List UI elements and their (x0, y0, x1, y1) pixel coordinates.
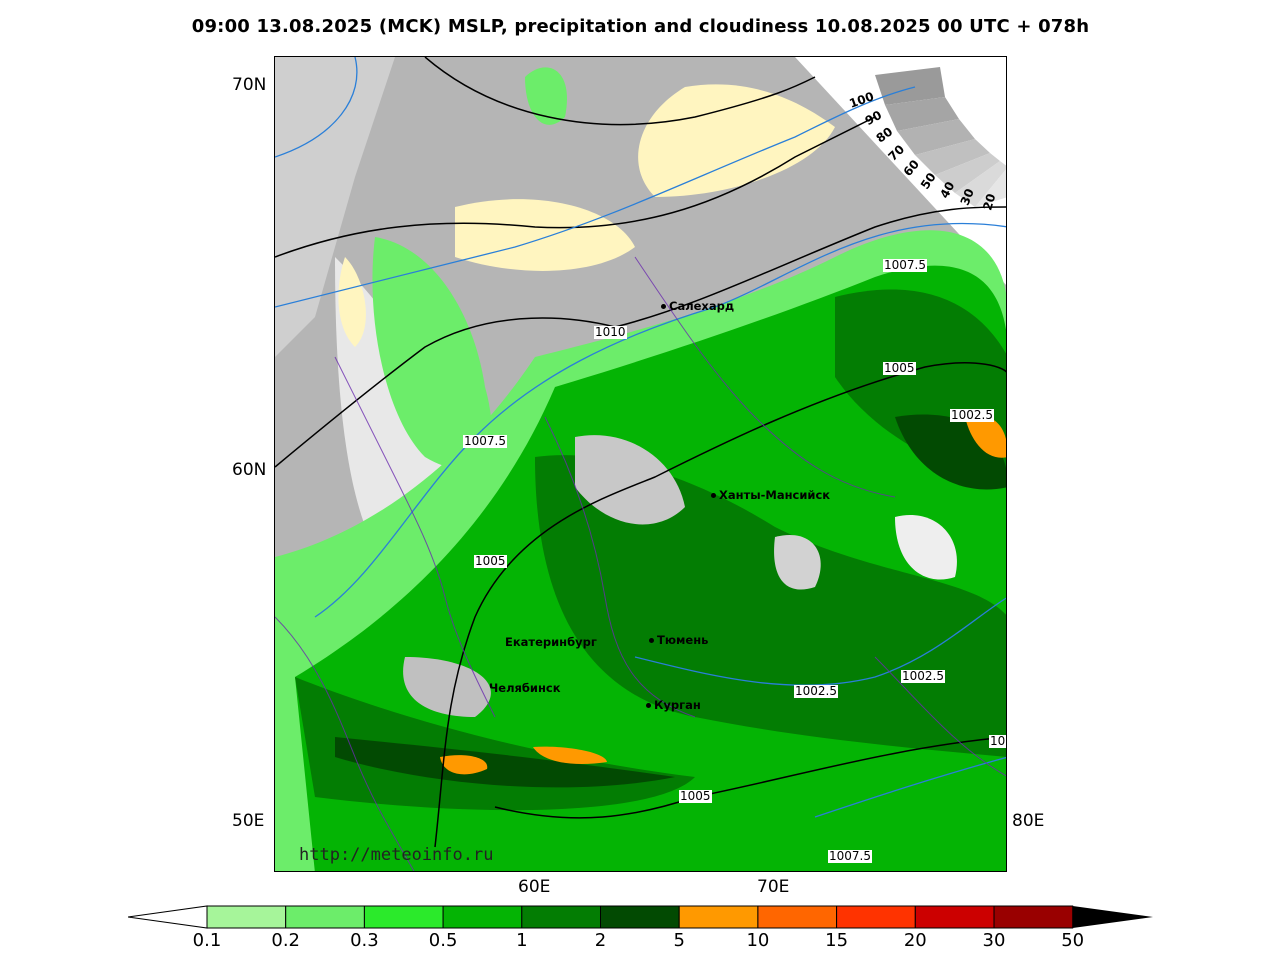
colorbar-tick-label: 30 (982, 930, 1006, 951)
colorbar-tick-label: 0.5 (428, 930, 458, 951)
city-dot-icon (649, 638, 654, 643)
precip-colorbar (128, 905, 1153, 929)
city-chelyabinsk: Челябинск (489, 681, 561, 695)
colorbar-segment (363, 905, 444, 929)
colorbar-tick-label: 15 (825, 930, 849, 951)
colorbar-segment (678, 905, 759, 929)
isobar-label: 1005 (883, 361, 916, 375)
city-dot-icon (711, 493, 716, 498)
lon-label-50e: 50E (232, 811, 265, 831)
city-dot-icon (646, 703, 651, 708)
colorbar-segments (128, 905, 1153, 929)
isobar-label: 1002.5 (794, 684, 838, 698)
city-dot-icon (661, 304, 666, 309)
colorbar-segment (521, 905, 601, 929)
colorbar-max-extension (1072, 906, 1153, 928)
colorbar-segment (206, 905, 287, 929)
isobar-label: 1010 (594, 325, 627, 339)
source-url: http://meteoinfo.ru (299, 845, 494, 865)
colorbar-segment (757, 905, 838, 929)
colorbar-segment (993, 905, 1074, 929)
colorbar-segment (442, 905, 523, 929)
cloud-scale-fan (875, 67, 1006, 207)
map-panel[interactable]: http://meteoinfo.ru 1007.5 1010 1005 100… (274, 56, 1007, 872)
lon-label-60e: 60E (518, 877, 551, 897)
chart-title: 09:00 13.08.2025 (MCK) MSLP, precipitati… (191, 16, 1090, 37)
colorbar-tick-label: 5 (673, 930, 685, 951)
isobar-label: 1005 (679, 789, 712, 803)
isobar-label: 1007.5 (883, 258, 927, 272)
city-tyumen: Тюмень (649, 633, 708, 647)
colorbar-tick-label: 1 (516, 930, 528, 951)
colorbar-tick-label: 10 (746, 930, 770, 951)
lon-label-70e: 70E (757, 877, 790, 897)
isobar-label: 1007.5 (463, 434, 507, 448)
lat-label-70n: 70N (232, 75, 267, 95)
colorbar-ticks: 0.1 0.2 0.3 0.5 1 2 5 10 15 20 30 50 (0, 930, 1281, 954)
city-yekaterinburg: Екатеринбург (505, 635, 597, 649)
colorbar-min-extension (128, 905, 208, 929)
colorbar-tick-label: 0.1 (192, 930, 222, 951)
lon-label-80e: 80E (1012, 811, 1045, 831)
city-salekhard: Салехард (661, 299, 734, 313)
colorbar-tick-label: 0.2 (271, 930, 301, 951)
colorbar-tick-label: 2 (594, 930, 607, 951)
isobar-label: 10 (989, 734, 1006, 748)
city-khanty-mansiysk: Ханты-Мансийск (711, 488, 830, 502)
map-canvas (275, 57, 1006, 871)
isobar-label: 1002.5 (950, 408, 994, 422)
city-kurgan: Курган (646, 698, 701, 712)
colorbar-segment (285, 905, 365, 929)
colorbar-tick-label: 0.3 (350, 930, 379, 951)
isobar-label: 1002.5 (901, 669, 945, 683)
colorbar-tick-label: 50 (1061, 930, 1085, 951)
colorbar-segment (836, 905, 916, 929)
colorbar-tick-label: 20 (903, 930, 927, 951)
isobar-label: 1007.5 (828, 849, 872, 863)
isobar-label: 1005 (474, 554, 507, 568)
colorbar-segment (914, 905, 995, 929)
colorbar-segment (600, 905, 680, 929)
lat-label-60n: 60N (232, 460, 267, 480)
